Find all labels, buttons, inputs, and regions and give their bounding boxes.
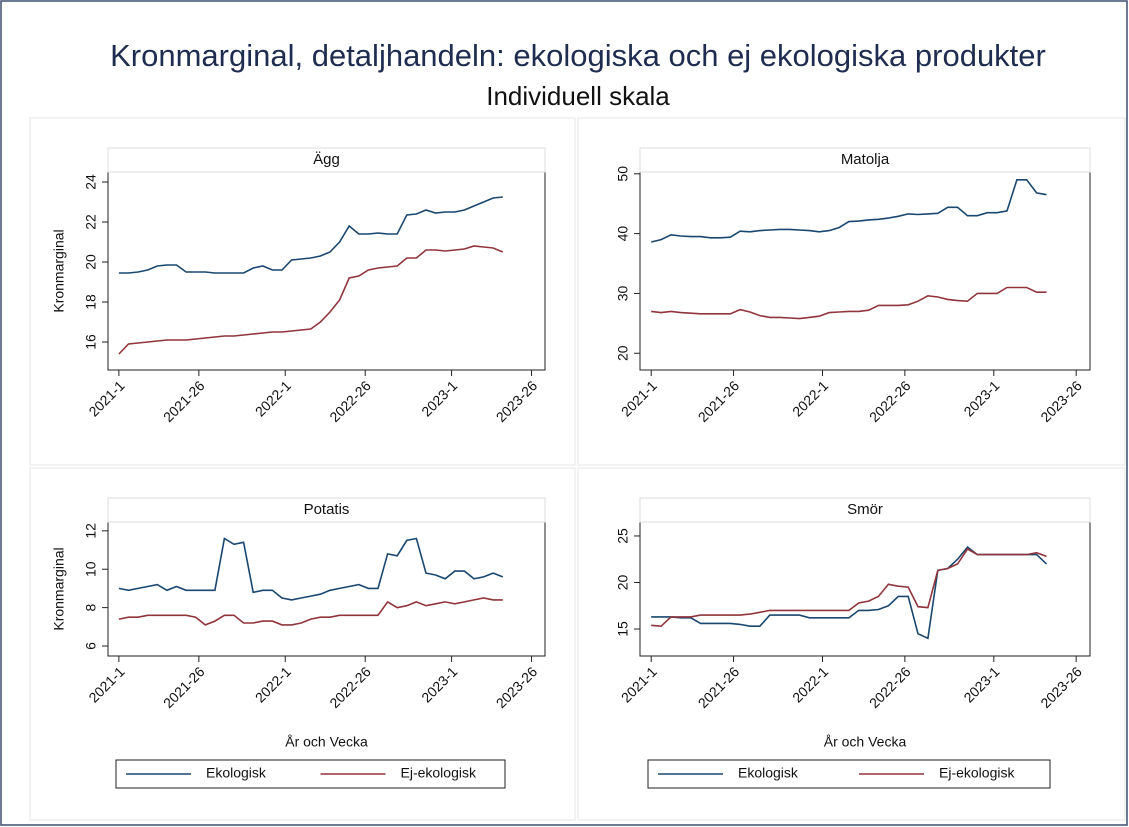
x-axis-label: År och Vecka — [824, 734, 907, 750]
x-axis-label: År och Vecka — [285, 734, 368, 750]
y-axis-label: Kronmarginal — [51, 547, 67, 630]
y-tick-label: 12 — [83, 523, 99, 539]
plot-frame — [639, 521, 1091, 657]
legend-box — [115, 759, 506, 789]
figure-title: Kronmarginal, detaljhandeln: ekologiska … — [110, 38, 1046, 73]
y-tick-label: 20 — [615, 574, 631, 590]
y-tick-label: 16 — [83, 334, 99, 350]
figure-subtitle: Individuell skala — [486, 81, 670, 111]
series-line — [118, 537, 504, 601]
plot-frame — [107, 521, 546, 657]
y-tick-label: 22 — [83, 214, 99, 230]
legend-label: Ekologisk — [206, 765, 267, 781]
legend-label: Ej-ekologisk — [939, 765, 1015, 781]
series-line — [118, 245, 504, 355]
panel-strip — [639, 497, 1091, 523]
panel-title: Potatis — [304, 501, 350, 518]
series-line — [118, 196, 503, 274]
y-tick-label: 50 — [615, 166, 631, 182]
panel-title: Ägg — [313, 151, 340, 168]
y-tick-label: 10 — [83, 561, 99, 577]
panel-title: Matolja — [841, 151, 890, 168]
y-tick-label: 30 — [615, 285, 631, 301]
y-tick-label: 40 — [615, 226, 631, 242]
y-axis-label: Kronmarginal — [51, 229, 67, 312]
y-tick-label: 20 — [83, 254, 99, 270]
series-line — [651, 547, 1047, 628]
series-line — [651, 286, 1047, 320]
y-tick-label: 24 — [83, 174, 99, 190]
legend-label: Ej-ekologisk — [401, 765, 477, 781]
plot-frame — [639, 171, 1091, 371]
panel-strip — [107, 497, 546, 523]
y-tick-label: 8 — [83, 604, 99, 612]
panel-strip — [107, 147, 546, 173]
y-tick-label: 25 — [615, 528, 631, 544]
series-line — [118, 597, 503, 626]
series-line — [651, 179, 1047, 243]
y-tick-label: 15 — [615, 621, 631, 637]
legend-label: Ekologisk — [738, 765, 799, 781]
panel-title: Smör — [847, 501, 883, 518]
y-tick-label: 6 — [83, 642, 99, 650]
y-tick-label: 18 — [83, 294, 99, 310]
y-tick-label: 20 — [615, 345, 631, 361]
panel-strip — [639, 147, 1091, 173]
